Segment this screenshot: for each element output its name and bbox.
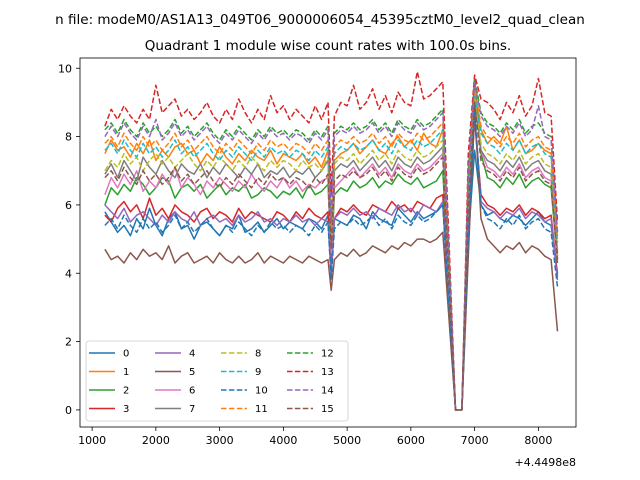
x-tick-label: 1000 [78, 434, 106, 447]
y-tick-label: 2 [65, 336, 72, 349]
legend-label-14: 14 [321, 386, 334, 397]
x-tick-label: 2000 [142, 434, 170, 447]
y-tick-label: 0 [65, 404, 72, 417]
chart-title: Quadrant 1 module wise count rates with … [145, 38, 511, 54]
legend-label-5: 5 [189, 367, 195, 378]
y-axis: 0 2 4 6 8 10 [58, 62, 80, 417]
figure-suptitle: n file: modeM0/AS1A13_049T06_9000006054_… [55, 12, 585, 28]
legend-label-15: 15 [321, 404, 334, 415]
x-tick-label: 3000 [206, 434, 234, 447]
plot-frame [79, 57, 577, 428]
y-tick-label: 6 [65, 199, 72, 212]
legend-label-4: 4 [189, 349, 195, 360]
legend-label-9: 9 [255, 367, 261, 378]
legend-frame [85, 340, 349, 422]
y-tick-label: 4 [65, 267, 72, 280]
legend-label-12: 12 [321, 349, 334, 360]
legend-label-8: 8 [255, 349, 261, 360]
series-layer [104, 70, 559, 411]
legend-label-10: 10 [255, 386, 268, 397]
legend-label-11: 11 [255, 404, 268, 415]
legend-label-1: 1 [123, 367, 129, 378]
series-line-5 [104, 108, 559, 411]
legend-label-2: 2 [123, 386, 129, 397]
legend-label-6: 6 [189, 386, 195, 397]
series-line-9 [104, 91, 559, 411]
x-tick-label: 7000 [461, 434, 489, 447]
x-offset-label: +4.4498e8 [515, 456, 576, 469]
series-line-10 [104, 105, 559, 411]
series-line-15 [104, 101, 559, 411]
x-tick-label: 5000 [333, 434, 361, 447]
legend-label-3: 3 [123, 404, 129, 415]
x-tick-label: 8000 [524, 434, 552, 447]
x-tick-label: 4000 [269, 434, 297, 447]
x-axis: 1000 2000 3000 4000 5000 6000 7000 8000 [78, 427, 552, 447]
y-tick-label: 8 [65, 131, 72, 144]
series-line-13 [104, 70, 559, 411]
x-tick-label: 6000 [397, 434, 425, 447]
legend-label-13: 13 [321, 367, 334, 378]
series-line-14 [104, 81, 559, 411]
legend-label-7: 7 [189, 404, 195, 415]
y-tick-label: 10 [58, 62, 72, 75]
legend-label-0: 0 [123, 349, 129, 360]
